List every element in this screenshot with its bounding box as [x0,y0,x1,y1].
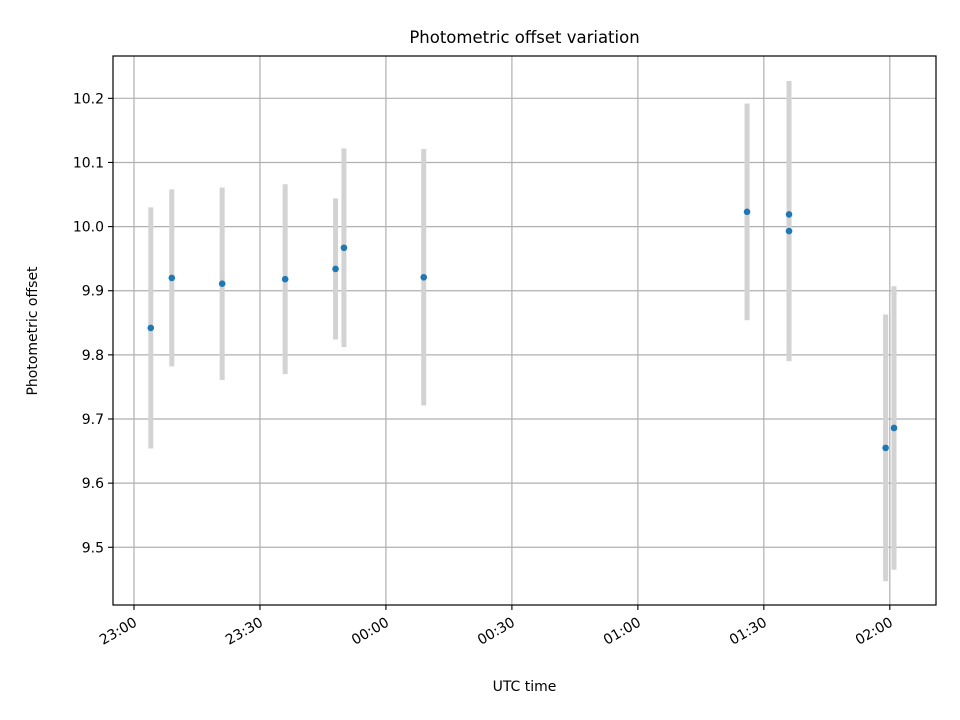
chart-title: Photometric offset variation [409,28,639,47]
y-tick-label: 10.0 [73,220,104,236]
data-point [281,275,289,283]
data-point [890,424,898,432]
data-points [147,208,898,452]
y-axis-label: Photometric offset [25,266,41,396]
x-tick-label: 01:00 [601,615,644,649]
y-tick-label: 10.1 [73,155,104,171]
x-tick-label: 01:30 [727,615,770,649]
x-tick-label: 23:00 [97,615,140,649]
data-point [882,444,889,452]
data-point [340,244,348,252]
data-point [218,280,226,287]
y-tick-label: 10.2 [73,91,104,107]
x-tick-label: 23:30 [223,615,266,649]
data-point [168,274,176,282]
y-tick-label: 9.5 [82,540,104,556]
data-point [743,208,751,216]
y-tick-label: 9.8 [82,348,104,364]
x-tick-label: 00:30 [475,615,518,649]
x-tick-label: 02:00 [853,615,896,649]
data-point [420,273,428,281]
x-axis-label: UTC time [493,679,557,695]
x-tick-label: 00:00 [349,615,392,649]
data-point [785,227,793,235]
grid [113,56,936,605]
plot-background [113,56,936,605]
y-tick-label: 9.6 [82,476,104,492]
data-point [332,265,339,273]
data-point [785,211,793,218]
y-tick-label: 9.7 [82,412,104,428]
y-tick-label: 9.9 [82,284,104,300]
plot-frame [112,55,937,606]
data-point [147,324,155,332]
